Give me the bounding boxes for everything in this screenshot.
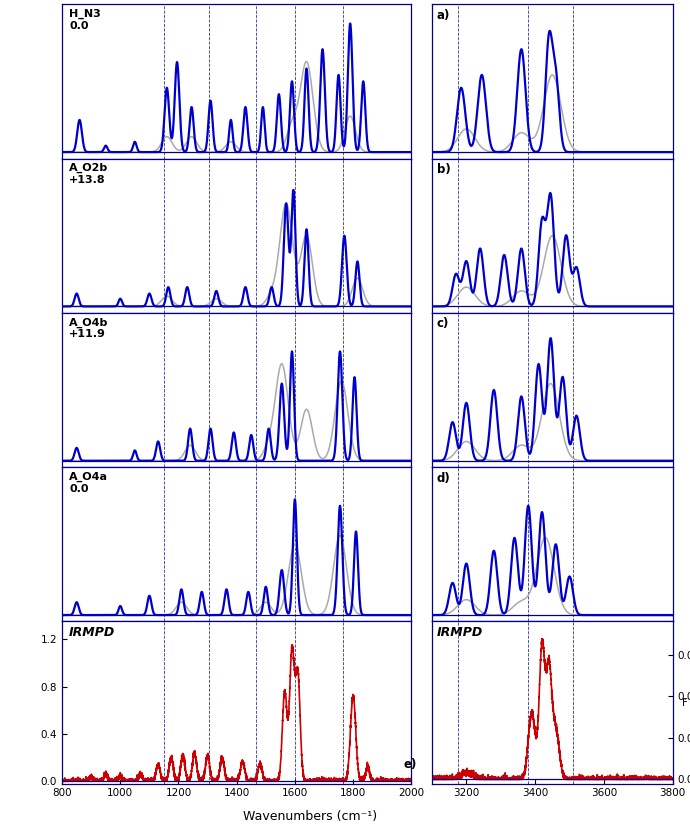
Text: A_O4a
0.0: A_O4a 0.0 — [69, 472, 108, 494]
Text: e): e) — [404, 758, 417, 772]
Text: F: F — [682, 697, 688, 707]
Text: H_N3
0.0: H_N3 0.0 — [69, 9, 101, 31]
Text: A_O4b
+11.9: A_O4b +11.9 — [69, 318, 108, 339]
Text: A_O2b
+13.8: A_O2b +13.8 — [69, 163, 108, 185]
Text: a): a) — [437, 9, 450, 22]
Text: IRMPD: IRMPD — [69, 626, 115, 639]
Text: IRMPD: IRMPD — [437, 626, 483, 639]
Text: c): c) — [437, 318, 449, 330]
Text: Wavenumbers (cm⁻¹): Wavenumbers (cm⁻¹) — [244, 810, 377, 823]
Text: d): d) — [437, 472, 451, 485]
Text: b): b) — [437, 163, 451, 176]
